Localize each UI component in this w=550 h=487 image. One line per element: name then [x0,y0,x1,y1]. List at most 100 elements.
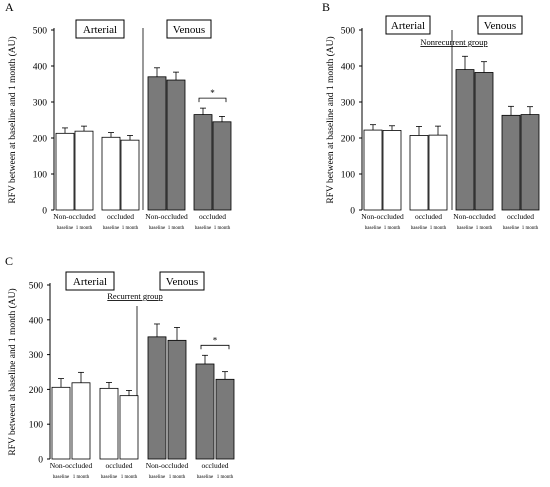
arterial-label: Arterial [391,20,425,32]
y-tick-label: 300 [29,351,44,361]
group-label: Non-occluded [145,212,188,221]
sub-label: baseline [101,475,118,480]
bar [409,135,429,211]
panel-letter: A [5,0,14,14]
group-label: Non-occluded [53,212,96,221]
y-tick-label: 200 [33,135,48,145]
panel-letter: C [5,254,13,268]
sub-label: 1 month [217,475,234,480]
sub-label: 1 month [476,226,493,231]
y-tick-label: 0 [350,207,355,217]
chart-panel-b: B RFV between at baseline and 1 month (AU… [322,0,540,231]
bar [167,339,187,460]
arterial-label-box [385,15,431,35]
y-tick-label: 300 [33,99,48,109]
y-tick-label: 400 [341,63,356,73]
venous-label: Venous [166,276,198,288]
bar [520,114,540,211]
arterial-label: Arterial [73,276,107,288]
bar [166,79,186,211]
bar [474,72,494,211]
sub-label: 1 month [122,226,139,231]
bar [215,378,235,460]
bar [51,386,71,460]
bar [71,382,91,460]
sub-label: 1 month [73,475,90,480]
bar [501,114,521,211]
group-label: Non-occluded [361,212,404,221]
venous-label: Venous [484,20,516,32]
bar [428,134,448,211]
venous-label: Venous [173,24,205,36]
group-label: occluded [199,212,226,221]
group-label: occluded [507,212,534,221]
sub-label: 1 month [169,475,186,480]
sub-label: baseline [149,475,166,480]
sub-label: baseline [195,226,212,231]
sub-label: 1 month [121,475,138,480]
chart-panel-c: C RFV between at baseline and 1 month (AU… [5,254,235,480]
sub-label: 1 month [384,226,401,231]
sub-label: 1 month [76,226,93,231]
group-label: occluded [415,212,442,221]
bar [212,121,232,211]
group-title: Recurrent group [107,291,162,301]
bar [193,114,213,211]
sub-label: baseline [503,226,520,231]
bar [119,395,139,460]
bar [147,76,167,211]
y-tick-label: 0 [38,456,43,466]
bar [55,132,75,211]
y-tick-label: 300 [341,99,356,109]
venous-label-box [166,19,212,39]
panel-letter: B [322,0,330,14]
venous-label-box [159,271,205,291]
bar [455,69,475,211]
y-tick-label: 400 [33,63,48,73]
sub-label: baseline [197,475,214,480]
group-label: occluded [105,461,132,470]
sub-label: baseline [411,226,428,231]
y-tick-label: 0 [42,207,47,217]
sub-label: baseline [57,226,74,231]
arterial-label-box [75,19,125,39]
sub-label: 1 month [430,226,447,231]
y-tick-label: 200 [341,135,356,145]
bar [99,387,119,460]
y-tick-label: 100 [33,171,48,181]
y-axis-label: RFV between at baseline and 1 month (AU) [7,288,18,455]
sub-label: 1 month [214,226,231,231]
significance-bracket [200,344,230,350]
bar [382,130,402,211]
significance-bracket [198,97,227,103]
venous-label-box [477,15,523,35]
group-title: Nonrecurrent group [420,37,487,47]
y-tick-label: 200 [29,386,44,396]
bar [101,136,121,211]
arterial-label: Arterial [83,24,117,36]
bar [147,336,167,460]
significance-marker: * [213,335,218,345]
sub-label: baseline [103,226,120,231]
chart-panel-a: A RFV between at baseline and 1 month (AU… [5,0,232,231]
y-tick-label: 100 [341,171,356,181]
y-tick-label: 400 [29,316,44,326]
significance-marker: * [210,88,215,98]
bar [195,363,215,460]
group-label: Non-occluded [50,461,93,470]
sub-label: baseline [365,226,382,231]
group-label: occluded [201,461,228,470]
sub-label: 1 month [168,226,185,231]
sub-label: baseline [149,226,166,231]
y-tick-label: 500 [29,282,44,292]
sub-label: 1 month [522,226,539,231]
bar [120,139,140,211]
sub-label: baseline [457,226,474,231]
y-axis-label: RFV between at baseline and 1 month (AU) [7,36,18,203]
group-label: Non-occluded [453,212,496,221]
group-label: occluded [107,212,134,221]
bar [74,130,94,211]
arterial-label-box [65,271,115,291]
group-label: Non-occluded [146,461,189,470]
